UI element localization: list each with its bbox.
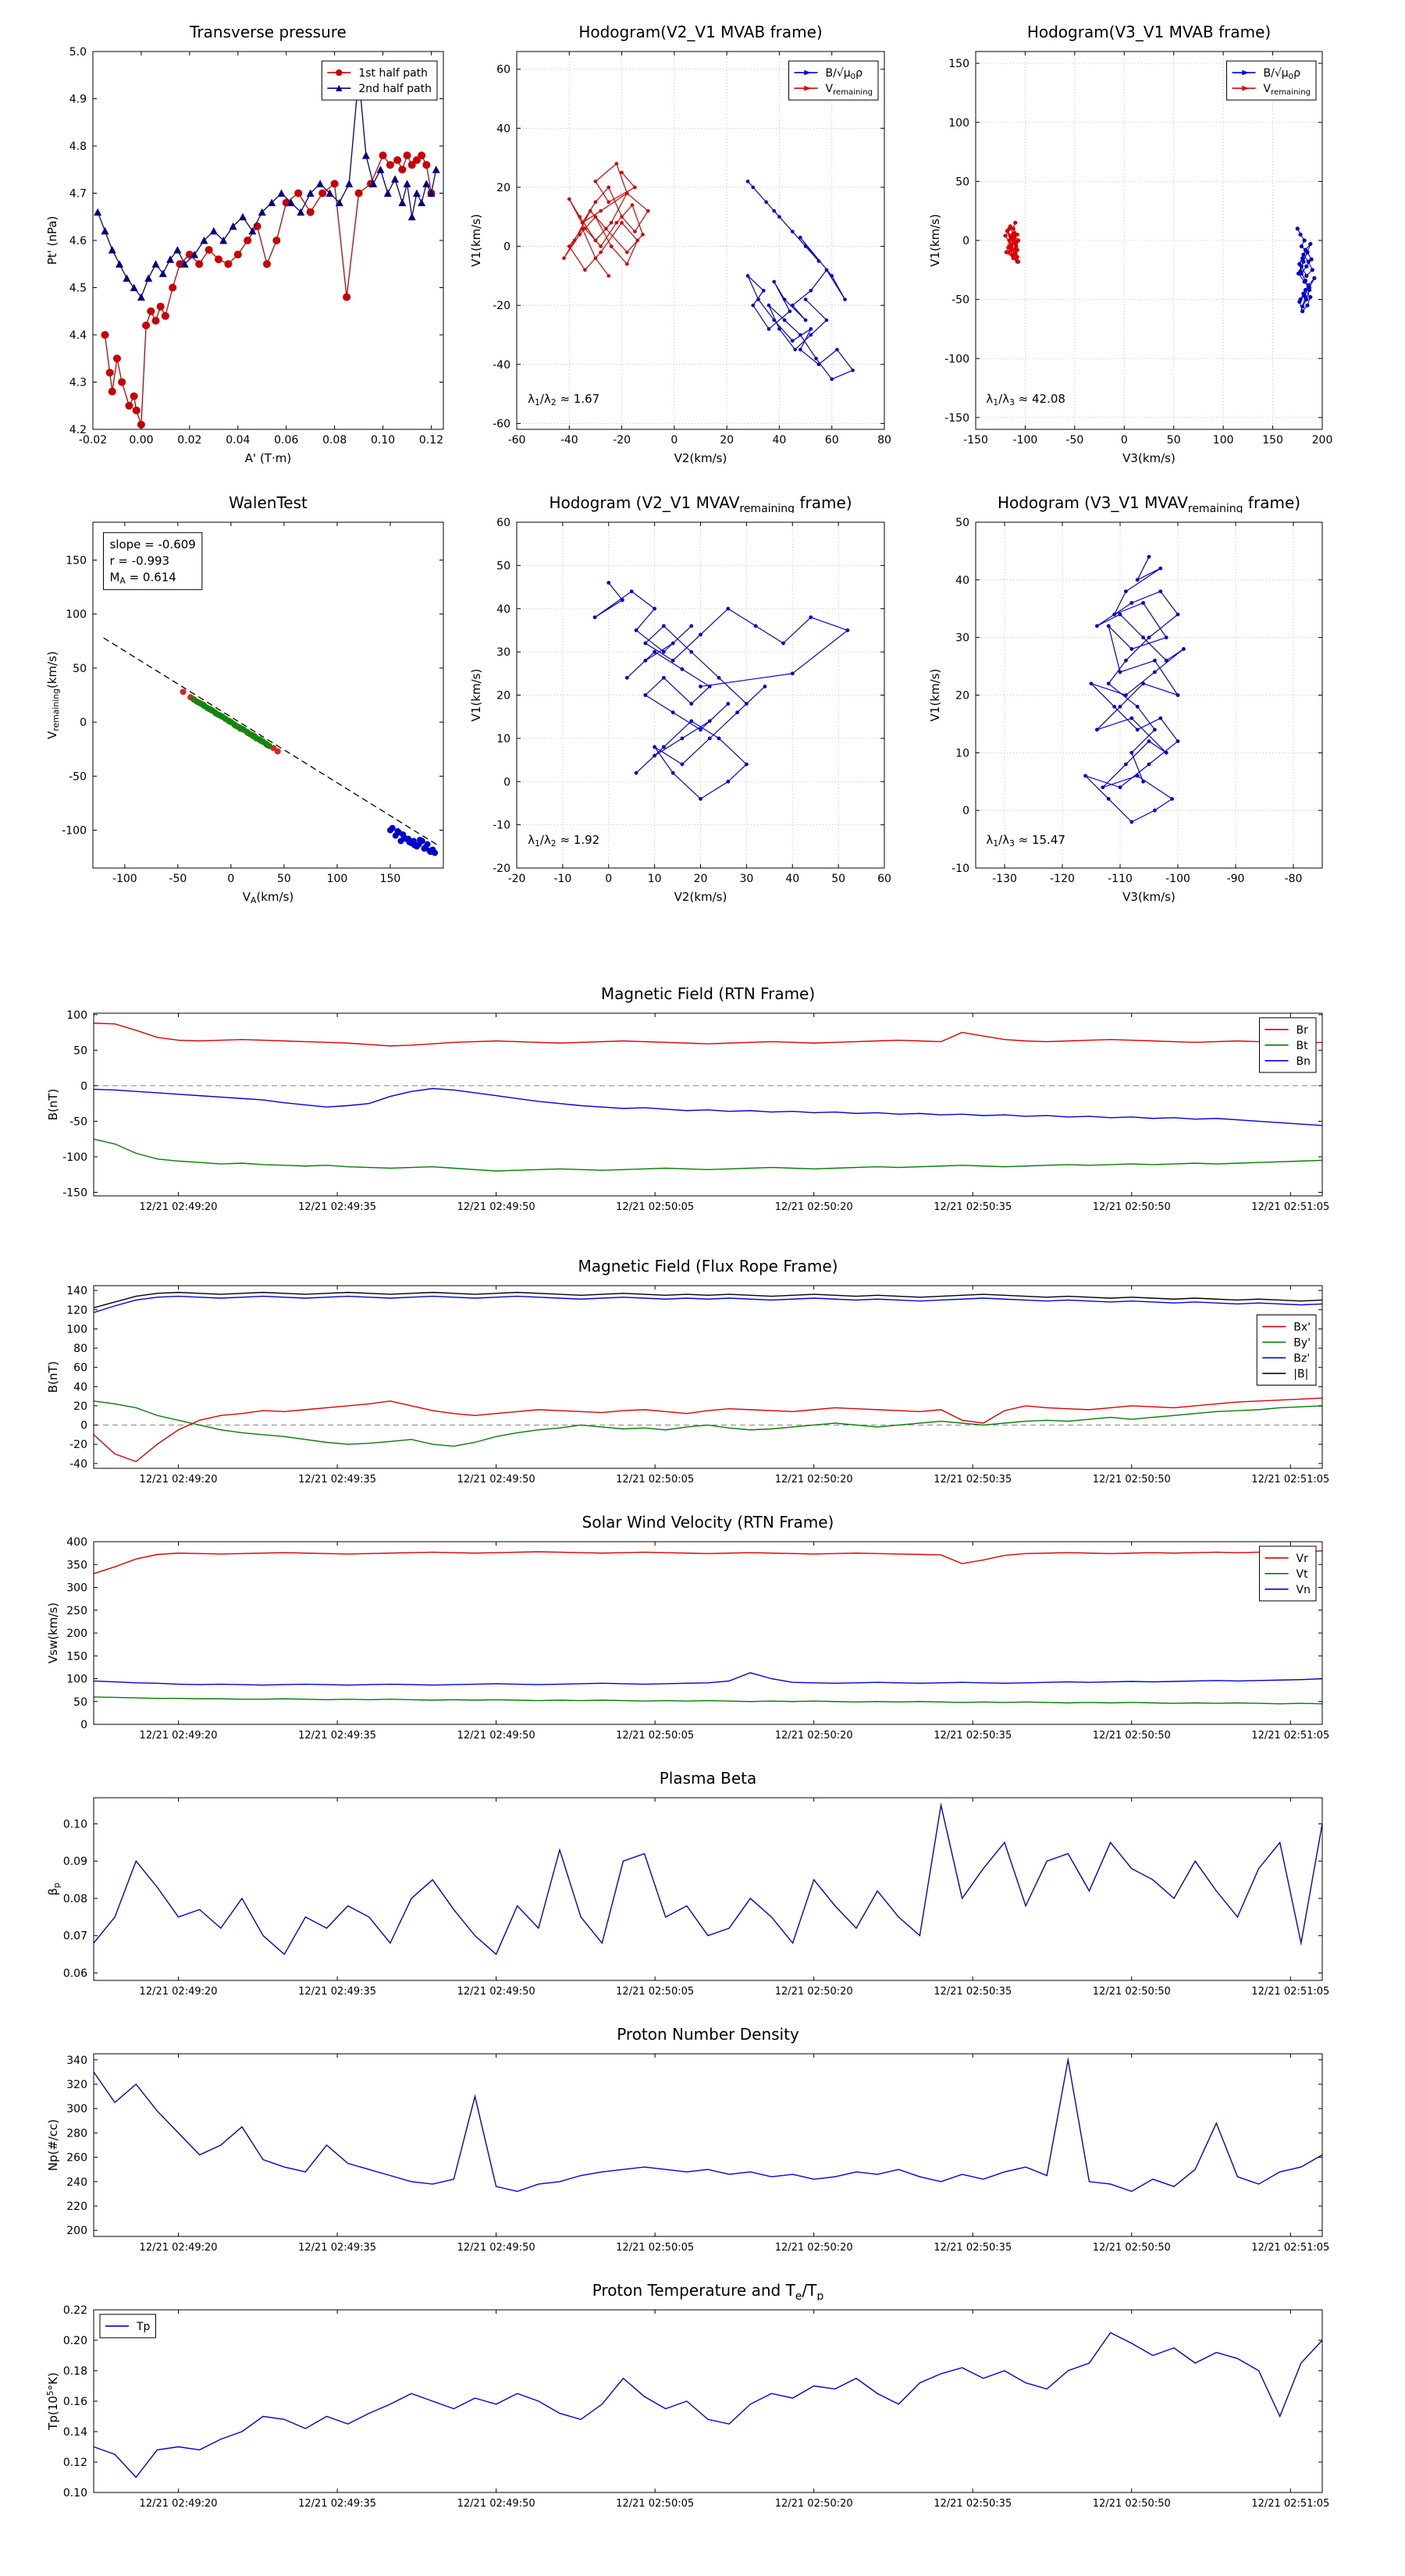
panel-hodogram-v3v1-mvab: Hodogram(V3_V1 MVAB frame) <box>915 19 1335 471</box>
panel-proton-density: Proton Number Density <box>31 2021 1346 2272</box>
chart-title: Solar Wind Velocity (RTN Frame) <box>582 1513 834 1532</box>
chart-title: Hodogram (V3_V1 MVAVremaining frame) <box>997 493 1301 515</box>
chart-title: Proton Number Density <box>617 2025 799 2044</box>
chart-title: Transverse pressure <box>190 23 347 41</box>
chart-title: WalenTest <box>229 493 308 512</box>
hodogram-v3v1-mvab-chart-canvas <box>915 42 1335 471</box>
transverse-pressure-chart-canvas <box>32 42 456 471</box>
solar-wind-velocity-chart-canvas <box>31 1532 1346 1760</box>
panel-walen-test: WalenTest <box>32 489 456 910</box>
proton-temperature-chart-canvas <box>31 2300 1346 2528</box>
chart-title: Hodogram(V2_V1 MVAB frame) <box>578 23 823 41</box>
chart-title: Magnetic Field (Flux Rope Frame) <box>578 1257 838 1276</box>
panel-plasma-beta: Plasma Beta <box>31 1765 1346 2016</box>
panel-magnetic-field-flux-rope: Magnetic Field (Flux Rope Frame) <box>31 1253 1346 1504</box>
chart-title: Magnetic Field (RTN Frame) <box>600 984 816 1003</box>
panel-transverse-pressure: Transverse pressure <box>32 19 456 471</box>
hodogram-v2v1-mvav-chart-canvas <box>456 513 897 910</box>
panel-hodogram-v2v1-mvab: Hodogram(V2_V1 MVAB frame) <box>456 19 897 471</box>
chart-title: Proton Temperature and Te/Tp <box>592 2281 824 2303</box>
chart-title: Hodogram(V3_V1 MVAB frame) <box>1026 23 1272 41</box>
panel-magnetic-field-rtn: Magnetic Field (RTN Frame) <box>31 980 1346 1232</box>
chart-title: Plasma Beta <box>659 1769 757 1788</box>
panel-solar-wind-velocity: Solar Wind Velocity (RTN Frame) <box>31 1509 1346 1760</box>
plasma-beta-chart-canvas <box>31 1788 1346 2016</box>
panel-hodogram-v3v1-mvav: Hodogram (V3_V1 MVAVremaining frame) <box>915 489 1335 910</box>
hodogram-v3v1-mvav-chart-canvas <box>915 513 1335 910</box>
walen-test-chart-canvas <box>32 513 456 910</box>
panel-hodogram-v2v1-mvav: Hodogram (V2_V1 MVAVremaining frame) <box>456 489 897 910</box>
panel-proton-temperature: Proton Temperature and Te/Tp <box>31 2277 1346 2528</box>
proton-density-chart-canvas <box>31 2044 1346 2272</box>
chart-title: Hodogram (V2_V1 MVAVremaining frame) <box>549 493 852 515</box>
magnetic-field-rtn-chart-canvas <box>31 1004 1346 1232</box>
hodogram-v2v1-mvab-chart-canvas <box>456 42 897 471</box>
magnetic-field-flux-rope-chart-canvas <box>31 1276 1346 1504</box>
